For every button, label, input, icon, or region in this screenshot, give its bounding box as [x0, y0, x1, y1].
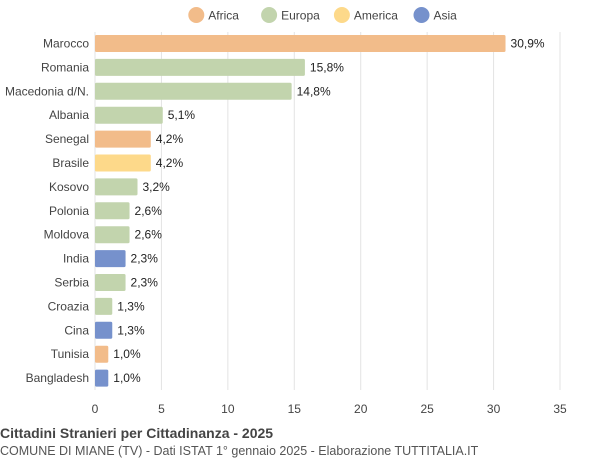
category-label: Brasile — [52, 156, 89, 170]
bar — [95, 226, 130, 244]
value-label: 2,3% — [131, 276, 159, 290]
value-label: 2,3% — [131, 252, 159, 266]
legend: Africa Europa America Asia — [188, 7, 457, 23]
value-label: 30,9% — [511, 37, 545, 51]
value-label: 1,3% — [117, 299, 145, 313]
x-tick-label: 30 — [487, 402, 501, 416]
legend-label: America — [354, 9, 398, 23]
category-label: Albania — [49, 108, 89, 122]
bar — [95, 130, 151, 148]
x-tick-label: 25 — [420, 402, 434, 416]
legend-swatch — [333, 7, 350, 23]
value-label: 14,8% — [297, 84, 331, 98]
category-label: Moldova — [44, 228, 90, 242]
bars: Marocco 30,9% Romania 15,8% Macedonia d/N. 14… — [5, 35, 545, 387]
x-tick-label: 15 — [288, 402, 302, 416]
value-label: 4,2% — [156, 132, 184, 146]
value-label: 1,0% — [113, 347, 141, 361]
legend-label: Asia — [434, 9, 458, 23]
x-tick-label: 0 — [92, 402, 99, 416]
bar — [95, 178, 138, 196]
bar — [95, 35, 506, 52]
value-label: 2,6% — [135, 204, 163, 218]
category-label: Croazia — [48, 299, 90, 313]
category-label: Marocco — [43, 37, 89, 51]
legend-label: Africa — [208, 9, 239, 23]
bar — [95, 274, 126, 291]
category-label: India — [63, 252, 89, 266]
legend-swatch — [188, 7, 205, 23]
bar — [95, 58, 305, 76]
value-label: 1,3% — [117, 323, 145, 337]
bar — [95, 82, 292, 100]
value-label: 2,6% — [135, 228, 163, 242]
x-tick-label: 5 — [158, 402, 165, 416]
bar — [95, 106, 163, 124]
category-label: Kosovo — [49, 180, 89, 194]
bar — [95, 369, 109, 387]
legend-swatch — [261, 7, 278, 23]
category-label: Polonia — [49, 204, 89, 218]
bar — [95, 297, 113, 315]
bar — [95, 202, 130, 220]
category-label: Serbia — [54, 276, 89, 290]
category-label: Bangladesh — [26, 371, 89, 385]
x-tick-label: 35 — [553, 402, 567, 416]
x-tick-label: 20 — [354, 402, 368, 416]
category-label: Macedonia d/N. — [5, 84, 89, 98]
bar — [95, 345, 109, 363]
bar — [95, 154, 151, 172]
value-label: 1,0% — [113, 371, 141, 385]
value-label: 3,2% — [143, 180, 171, 194]
chart-subtitle: COMUNE DI MIANE (TV) - Dati ISTAT 1° gen… — [0, 444, 479, 458]
x-tick-label: 10 — [221, 402, 235, 416]
category-label: Cina — [64, 323, 89, 337]
legend-label: Europa — [281, 9, 320, 23]
value-label: 4,2% — [156, 156, 184, 170]
category-label: Senegal — [45, 132, 89, 146]
x-axis: 0 5 10 15 20 25 30 35 — [92, 402, 567, 416]
bar — [95, 250, 126, 268]
legend-swatch — [413, 7, 430, 23]
category-label: Romania — [41, 60, 89, 74]
category-label: Tunisia — [51, 347, 90, 361]
chart-title: Cittadini Stranieri per Cittadinanza - 2… — [0, 425, 274, 441]
bar-chart: Africa Europa America Asia Marocco 30,9% Roma… — [5, 7, 567, 416]
value-label: 5,1% — [168, 108, 196, 122]
bar — [95, 321, 113, 339]
value-label: 15,8% — [310, 60, 344, 74]
